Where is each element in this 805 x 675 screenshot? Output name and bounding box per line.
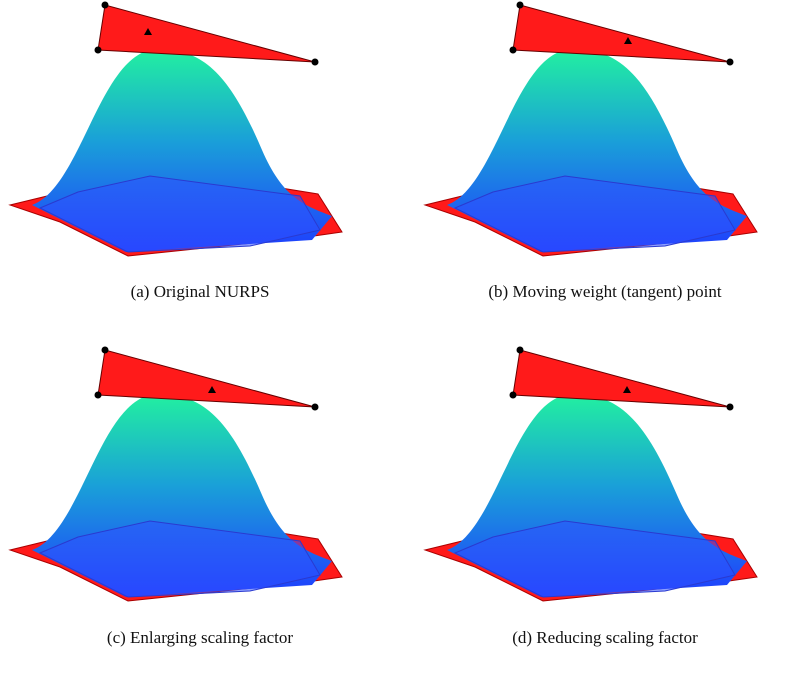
panel-a [10, 2, 342, 257]
caption: (b) Moving weight (tangent) point [405, 282, 805, 302]
panel-c [10, 347, 342, 602]
page: (a) Original NURPS (b) Moving weight (ta… [0, 0, 805, 675]
caption: (c) Enlarging scaling factor [0, 628, 400, 648]
panel-b [425, 2, 757, 257]
caption: (a) Original NURPS [0, 282, 400, 302]
caption: (d) Reducing scaling factor [405, 628, 805, 648]
panel-d [425, 347, 757, 602]
figure-panels [0, 0, 805, 675]
